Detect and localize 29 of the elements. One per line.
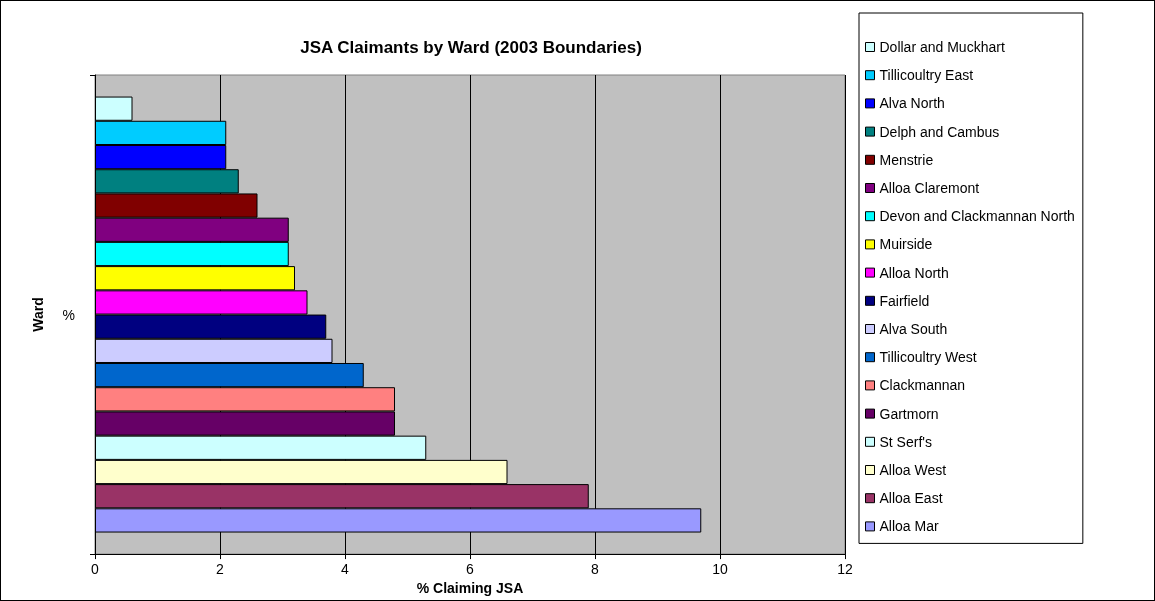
legend-label: Alloa Claremont xyxy=(879,180,980,196)
x-tick-label: 4 xyxy=(341,561,350,578)
legend-label: Alloa West xyxy=(879,462,947,478)
legend-label: Alloa North xyxy=(879,264,949,281)
x-tick-label: 10 xyxy=(712,561,728,578)
legend-label: Fairfield xyxy=(879,292,930,309)
legend-label: Gartmorn xyxy=(879,405,939,422)
x-tick-label: 8 xyxy=(591,561,600,578)
legend-label: Clackmannan xyxy=(879,377,966,394)
x-tick-label: 6 xyxy=(466,561,475,578)
legend-label: Alva North xyxy=(879,95,945,112)
y-tick-label: % xyxy=(62,306,75,323)
legend-label: Tillicoultry West xyxy=(879,349,977,366)
legend-label: Alloa East xyxy=(879,490,943,507)
legend-label: St Serf's xyxy=(879,433,932,450)
x-tick-label: 2 xyxy=(216,561,225,578)
legend-label: Alva South xyxy=(879,321,948,337)
legend-label: Menstrie xyxy=(879,151,934,168)
legend-label: Dollar and Muckhart xyxy=(879,39,1005,55)
legend-label: Devon and Clackmannan North xyxy=(879,208,1075,225)
legend-label: Tillicoultry East xyxy=(879,67,974,84)
legend-label: Muirside xyxy=(879,236,933,253)
x-axis-title: % Claiming JSA xyxy=(416,580,524,596)
x-tick-label: 12 xyxy=(837,561,853,578)
legend-label: Delph and Cambus xyxy=(879,123,1000,140)
y-axis-title: Ward xyxy=(30,297,46,332)
chart-title: JSA Claimants by Ward (2003 Boundaries) xyxy=(300,38,642,57)
legend-label: Alloa Mar xyxy=(879,518,939,535)
x-tick-label: 0 xyxy=(91,561,100,578)
